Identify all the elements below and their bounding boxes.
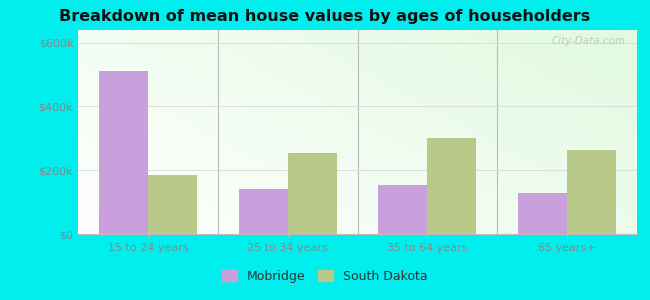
Bar: [239, 189, 287, 234]
Text: City-Data.com: City-Data.com: [552, 36, 626, 46]
Legend: Mobridge, South Dakota: Mobridge, South Dakota: [217, 265, 433, 288]
Text: Breakdown of mean house values by ages of householders: Breakdown of mean house values by ages o…: [59, 9, 591, 24]
Bar: [287, 153, 337, 234]
Bar: [567, 149, 616, 234]
Bar: [518, 193, 567, 234]
Bar: [99, 71, 148, 234]
Bar: [427, 138, 476, 234]
Bar: [378, 184, 428, 234]
Bar: [148, 175, 197, 234]
